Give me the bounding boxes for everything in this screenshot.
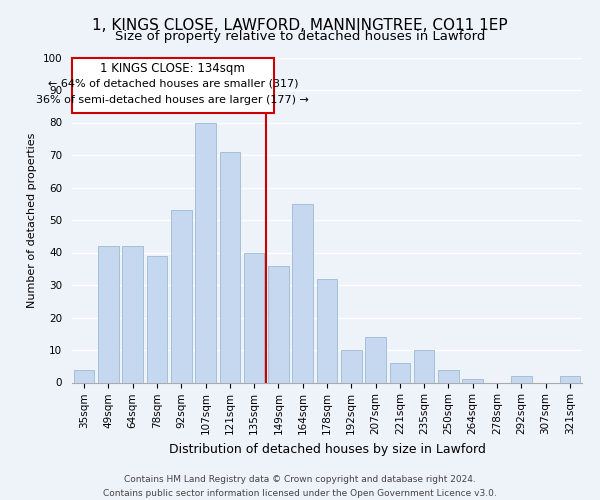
Bar: [365, 337, 386, 382]
Text: 1, KINGS CLOSE, LAWFORD, MANNINGTREE, CO11 1EP: 1, KINGS CLOSE, LAWFORD, MANNINGTREE, CO…: [92, 18, 508, 32]
Bar: [511, 376, 532, 382]
Bar: [146, 256, 167, 382]
Bar: [560, 376, 580, 382]
Text: ← 64% of detached houses are smaller (317): ← 64% of detached houses are smaller (31…: [47, 78, 298, 88]
Bar: [122, 246, 143, 382]
Bar: [292, 204, 313, 382]
Y-axis label: Number of detached properties: Number of detached properties: [27, 132, 37, 308]
Bar: [220, 152, 240, 382]
Bar: [244, 252, 265, 382]
Bar: [438, 370, 459, 382]
Bar: [341, 350, 362, 382]
Text: 36% of semi-detached houses are larger (177) →: 36% of semi-detached houses are larger (…: [37, 95, 309, 105]
Bar: [317, 278, 337, 382]
Text: 1 KINGS CLOSE: 134sqm: 1 KINGS CLOSE: 134sqm: [100, 62, 245, 76]
Text: Size of property relative to detached houses in Lawford: Size of property relative to detached ho…: [115, 30, 485, 43]
Bar: [74, 370, 94, 382]
X-axis label: Distribution of detached houses by size in Lawford: Distribution of detached houses by size …: [169, 442, 485, 456]
Bar: [98, 246, 119, 382]
Bar: [389, 363, 410, 382]
Bar: [268, 266, 289, 382]
Bar: [463, 379, 483, 382]
Bar: [195, 122, 216, 382]
FancyBboxPatch shape: [72, 58, 274, 113]
Text: Contains HM Land Registry data © Crown copyright and database right 2024.
Contai: Contains HM Land Registry data © Crown c…: [103, 476, 497, 498]
Bar: [414, 350, 434, 382]
Bar: [171, 210, 191, 382]
